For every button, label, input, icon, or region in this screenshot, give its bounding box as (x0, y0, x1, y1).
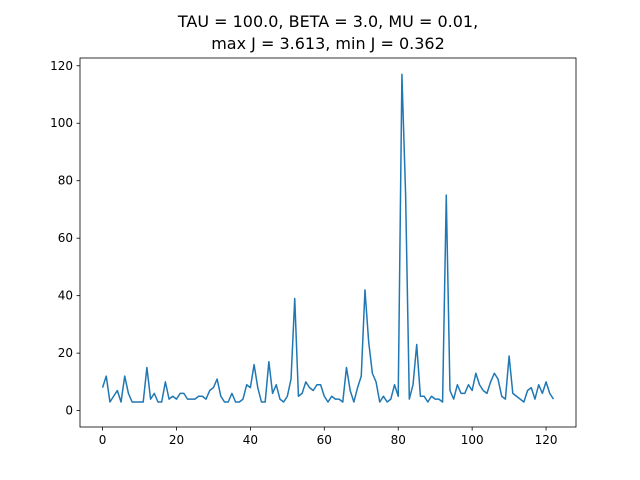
y-tick-label: 80 (58, 174, 73, 188)
y-tick-label: 0 (65, 404, 73, 418)
y-tick-label: 100 (50, 116, 73, 130)
x-tick-label: 0 (99, 433, 107, 447)
x-tick-label: 20 (169, 433, 184, 447)
x-tick-label: 100 (461, 433, 484, 447)
data-series-line (101, 73, 555, 403)
x-tick-label: 80 (391, 433, 406, 447)
y-tick-label: 40 (58, 289, 73, 303)
y-tick-label: 120 (50, 59, 73, 73)
chart-title-line-1: TAU = 100.0, BETA = 3.0, MU = 0.01, (177, 12, 478, 31)
plot-area: 0 20 40 60 80 100 120 0 20 40 60 80 100 120 (50, 57, 577, 447)
axes-frame (79, 57, 577, 428)
x-tick-label: 120 (535, 433, 558, 447)
chart-title-line-2: max J = 3.613, min J = 0.362 (211, 34, 445, 53)
x-tick-label: 60 (317, 433, 332, 447)
y-tick-label: 60 (58, 231, 73, 245)
y-tick-label: 20 (58, 346, 73, 360)
x-tick-label: 40 (243, 433, 258, 447)
